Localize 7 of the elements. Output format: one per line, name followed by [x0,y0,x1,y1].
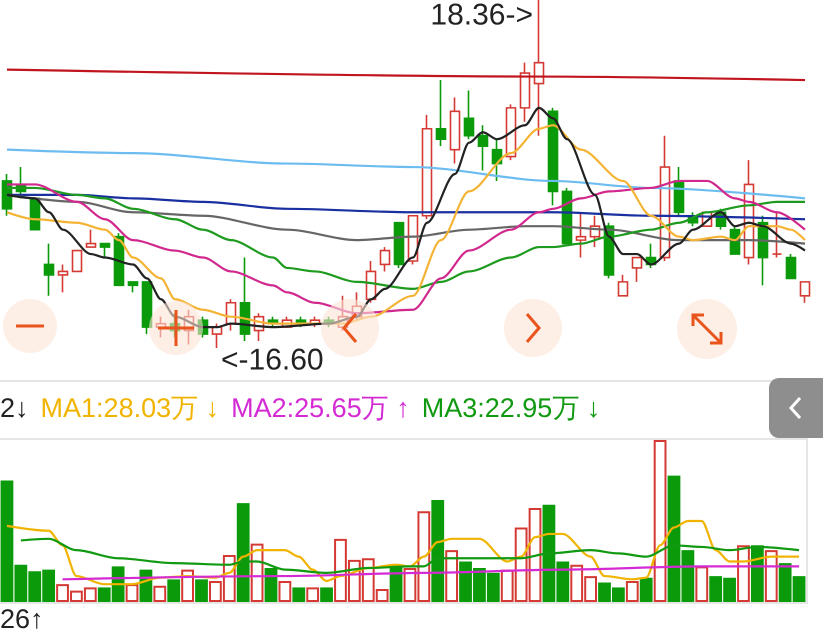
annotation: 18.36-> [430,0,533,32]
text: 2↓ [0,392,29,424]
text: 26↑ [0,604,44,635]
text: MA1:28.03万 ↓ [40,392,220,425]
annotation: <-16.60 [221,344,324,376]
text: MA2:25.65万 ↑ [231,392,410,425]
text: MA3:22.95万 ↓ [422,392,600,425]
